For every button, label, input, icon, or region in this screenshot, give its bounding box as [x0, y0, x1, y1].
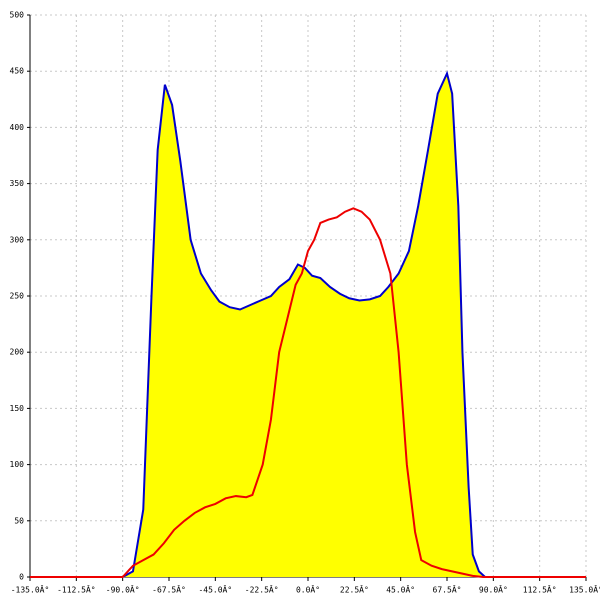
y-tick-label: 200 — [10, 348, 25, 357]
x-tick-label: -67.5Â° — [152, 584, 186, 595]
y-tick-label: 450 — [10, 67, 25, 76]
x-tick-label: 112.5Â° — [523, 584, 557, 595]
y-tick-label: 100 — [10, 460, 25, 469]
y-tick-label: 300 — [10, 235, 25, 244]
y-tick-label: 350 — [10, 179, 25, 188]
y-tick-label: 250 — [10, 292, 25, 301]
x-tick-label: -45.0Â° — [198, 584, 232, 595]
x-tick-label: 45.0Â° — [386, 584, 415, 595]
x-tick-label: 135.0Â° — [569, 584, 600, 595]
x-tick-label: 90.0Â° — [479, 584, 508, 595]
line — [30, 207, 586, 578]
x-tick-label: -22.5Â° — [245, 584, 279, 595]
x-tick-label: -90.0Â° — [106, 584, 140, 595]
x-tick-label: 67.5Â° — [433, 584, 462, 595]
y-tick-label: 150 — [10, 404, 25, 413]
x-tick-label: -112.5Â° — [57, 584, 96, 595]
x-tick-label: 22.5Â° — [340, 584, 369, 595]
x-tick-label: 0.0Â° — [296, 584, 320, 595]
y-tick-label: 50 — [14, 516, 24, 525]
y-tick-label: 0 — [19, 573, 24, 582]
x-tick-label: -135.0Â° — [11, 584, 50, 595]
y-tick-label: 500 — [10, 11, 25, 20]
area-fill — [122, 73, 486, 577]
line — [122, 70, 486, 578]
y-tick-label: 400 — [10, 123, 25, 132]
